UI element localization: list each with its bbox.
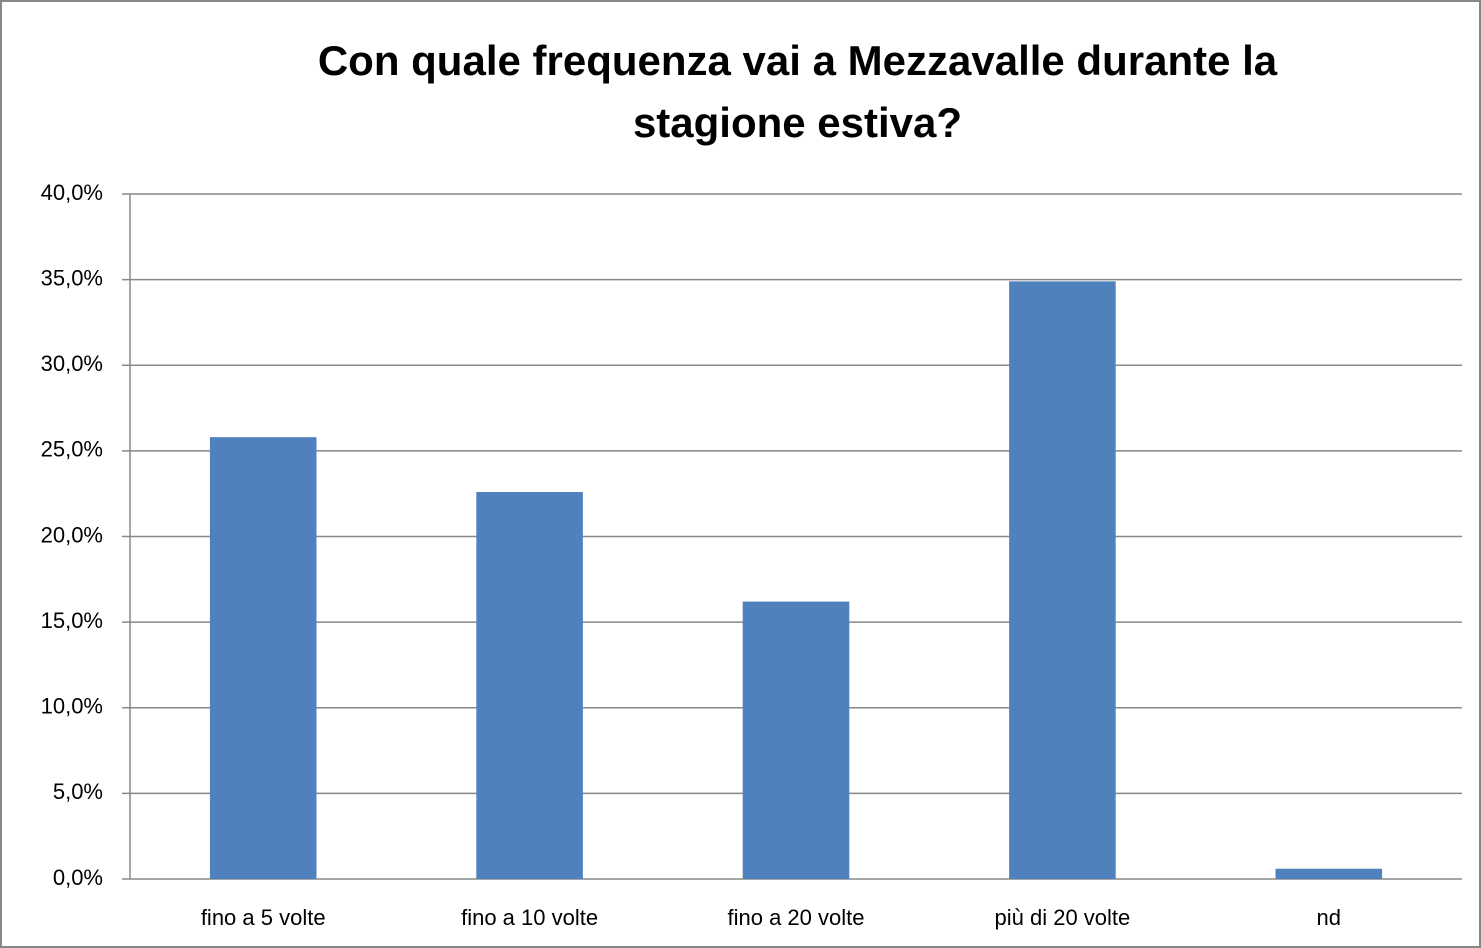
x-tick-label: fino a 20 volte xyxy=(728,905,865,930)
y-tick-label: 40,0% xyxy=(41,180,103,205)
chart-title: Con quale frequenza vai a Mezzavalle dur… xyxy=(317,37,1278,146)
bar xyxy=(1275,868,1383,879)
bar xyxy=(742,601,850,879)
y-tick-label: 35,0% xyxy=(41,265,103,290)
bar xyxy=(209,437,317,879)
y-tick-label: 0,0% xyxy=(53,865,103,890)
x-tick-label: nd xyxy=(1317,905,1341,930)
y-tick-label: 5,0% xyxy=(53,779,103,804)
y-tick-label: 30,0% xyxy=(41,351,103,376)
x-tick-label: fino a 5 volte xyxy=(201,905,326,930)
y-tick-label: 10,0% xyxy=(41,694,103,719)
bar xyxy=(476,491,583,879)
bar xyxy=(1009,281,1116,879)
x-tick-label: più di 20 volte xyxy=(995,905,1131,930)
y-tick-label: 25,0% xyxy=(41,437,103,462)
y-tick-label: 15,0% xyxy=(41,608,103,633)
y-tick-label: 20,0% xyxy=(41,522,103,547)
x-tick-label: fino a 10 volte xyxy=(461,905,598,930)
